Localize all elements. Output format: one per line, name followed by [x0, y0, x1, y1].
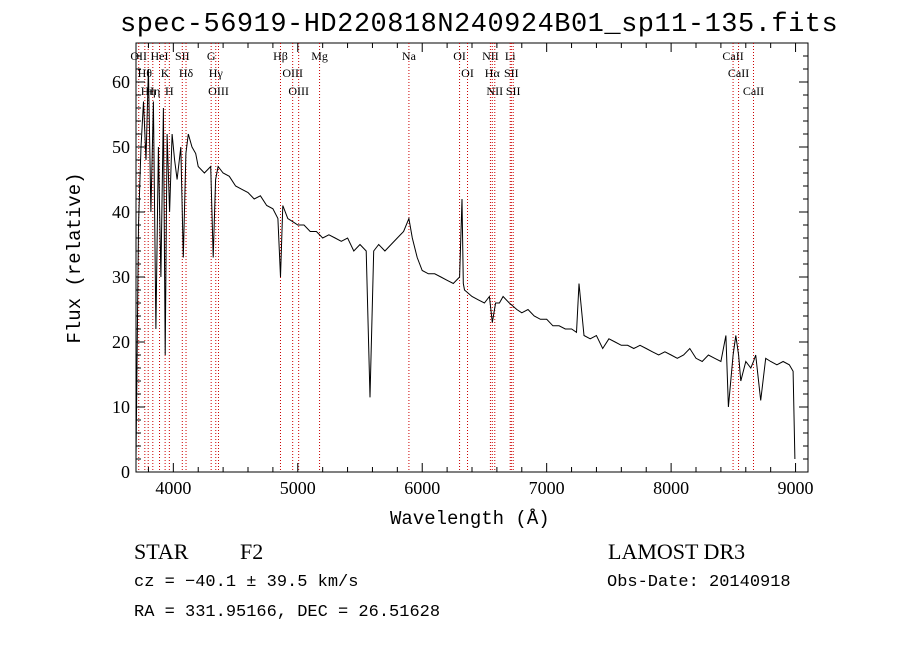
line-label: H — [165, 84, 174, 98]
x-tick-label: 6000 — [404, 478, 440, 498]
line-label: NII — [482, 49, 499, 63]
line-label: Hθ — [138, 66, 153, 80]
line-label: Li — [505, 49, 516, 63]
line-label: G — [207, 49, 216, 63]
line-label: OIII — [288, 84, 309, 98]
y-tick-label: 60 — [112, 72, 130, 92]
line-label: NII — [486, 84, 503, 98]
x-tick-label: 4000 — [155, 478, 191, 498]
x-tick-label: 7000 — [529, 478, 565, 498]
line-label: CaII — [728, 66, 749, 80]
y-axis: 0 10 20 30 40 50 60 — [112, 55, 808, 482]
line-label: Na — [402, 49, 417, 63]
line-label: Hδ — [179, 66, 194, 80]
chart-title: spec-56919-HD220818N240924B01_sp11-135.f… — [120, 10, 839, 40]
line-label: SII — [506, 84, 521, 98]
object-subclass: F2 — [240, 539, 264, 564]
line-label: CaII — [722, 49, 743, 63]
x-axis-label: Wavelength (Å) — [390, 508, 550, 530]
y-axis-label: Flux (relative) — [64, 171, 86, 344]
x-tick-label: 8000 — [653, 478, 689, 498]
y-axis-label-container: Flux (relative) — [60, 170, 90, 345]
line-label: K — [161, 66, 170, 80]
y-tick-label: 30 — [112, 267, 130, 287]
line-label: HeI — [151, 49, 169, 63]
coordinates: RA = 331.95166, DEC = 26.51628 — [134, 603, 441, 622]
spectrum-line — [135, 68, 796, 460]
line-markers — [138, 43, 754, 472]
line-label: CaII — [743, 84, 764, 98]
y-tick-label: 0 — [121, 462, 130, 482]
y-tick-label: 10 — [112, 397, 130, 417]
line-label: OIII — [208, 84, 229, 98]
line-label: SII — [175, 49, 190, 63]
obs-date: Obs-Date: 20140918 — [607, 573, 791, 592]
plot-frame — [135, 42, 809, 473]
y-tick-label: 20 — [112, 332, 130, 352]
x-axis: 4000 5000 6000 7000 8000 9000 — [147, 43, 814, 498]
line-label: Hβ — [273, 49, 288, 63]
x-tick-label: 9000 — [778, 478, 814, 498]
line-label: OI — [453, 49, 466, 63]
line-label: OIII — [282, 66, 303, 80]
y-tick-label: 40 — [112, 202, 130, 222]
survey-name: LAMOST DR3 — [608, 539, 746, 564]
y-tick-label: 50 — [112, 137, 130, 157]
line-label: SII — [504, 66, 519, 80]
line-label: Mg — [311, 49, 328, 63]
line-label: Hγ — [209, 66, 224, 80]
x-tick-label: 5000 — [280, 478, 316, 498]
line-label: Hα — [485, 66, 501, 80]
redshift-readout: cz = −40.1 ± 39.5 km/s — [134, 573, 359, 592]
object-class: STAR — [134, 539, 189, 564]
line-label: OI — [461, 66, 474, 80]
